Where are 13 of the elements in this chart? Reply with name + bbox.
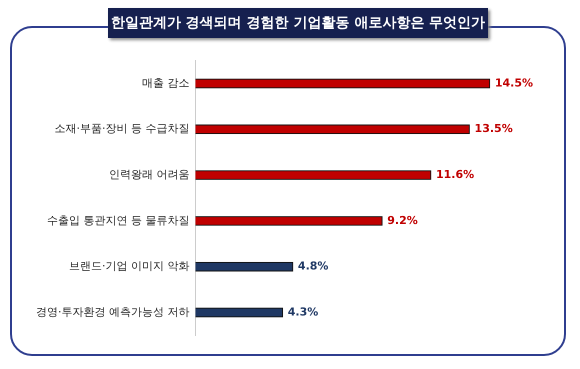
data-label: 4.3% [288, 305, 318, 318]
chart-title: 한일관계가 경색되며 경험한 기업활동 애로사항은 무엇인가 [108, 8, 488, 38]
y-tick-label: 수출입 통관지연 등 물류차질 [46, 214, 190, 227]
data-label: 11.6% [436, 168, 474, 181]
data-label: 14.5% [494, 76, 534, 90]
y-tick-label: 매출 감소 [142, 76, 190, 90]
y-tick-label: 소재·부품·장비 등 수급차질 [54, 122, 190, 136]
data-label: 9.2% [387, 214, 418, 227]
data-label: 4.8% [298, 260, 328, 273]
y-tick-label: 인력왕래 어려움 [108, 168, 190, 181]
y-tick-label: 브랜드·기업 이미지 악화 [68, 260, 190, 273]
y-tick-label: 경영·투자환경 예측가능성 저하 [36, 305, 190, 318]
data-label: 13.5% [474, 122, 513, 136]
